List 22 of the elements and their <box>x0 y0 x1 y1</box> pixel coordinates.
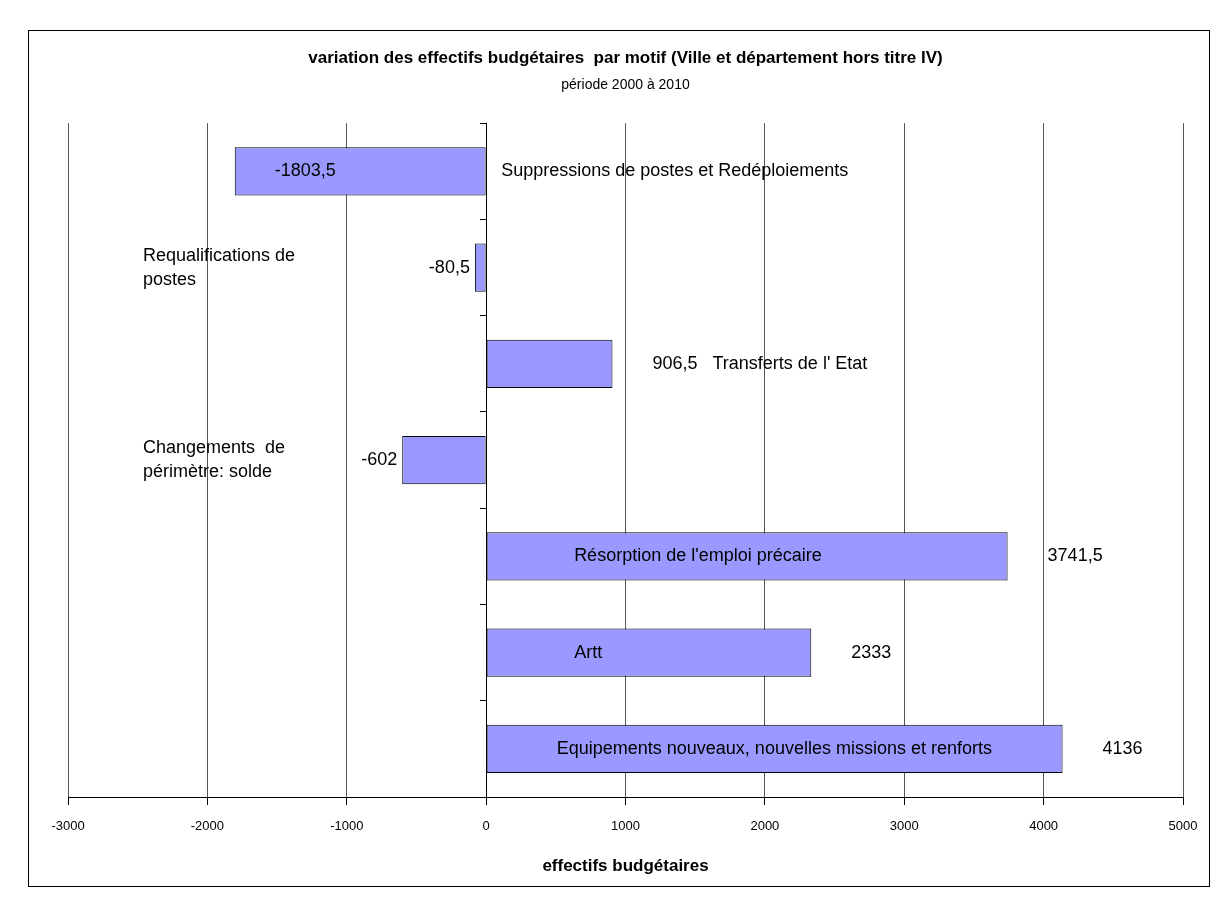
data-label: -80,5 <box>428 256 470 277</box>
y-tick-label: Equipements nouveaux, nouvelles missions et renforts <box>556 737 992 758</box>
x-axis-title: effectifs budgétaires <box>542 856 709 876</box>
x-tick-label: 1000 <box>611 818 640 834</box>
x-tick-label: 5000 <box>1168 818 1198 834</box>
data-label: 3741,5 <box>1047 545 1103 566</box>
data-label: 906,5 <box>652 352 698 373</box>
x-tick-label: 2000 <box>750 818 780 834</box>
y-tick-label: Artt <box>574 641 603 662</box>
data-label: -1803,5 <box>274 160 336 181</box>
chart-title: variation des effectifs budgétaires par motif (Ville et département hors titre IV) <box>308 47 943 67</box>
data-label: 4136 <box>1102 737 1143 758</box>
x-tick-label: 0 <box>482 818 490 834</box>
data-label: 2333 <box>851 641 892 662</box>
x-tick-label: 3000 <box>889 818 919 834</box>
x-tick-label: 4000 <box>1029 818 1059 834</box>
y-tick-label: Résorption de l'emploi précaire <box>574 545 822 566</box>
x-tick-label: -1000 <box>330 818 364 834</box>
data-label: -602 <box>361 449 398 470</box>
x-tick-label: -2000 <box>190 818 224 834</box>
x-tick-label: -3000 <box>51 818 85 834</box>
chart-subtitle: période 2000 à 2010 <box>561 75 690 92</box>
